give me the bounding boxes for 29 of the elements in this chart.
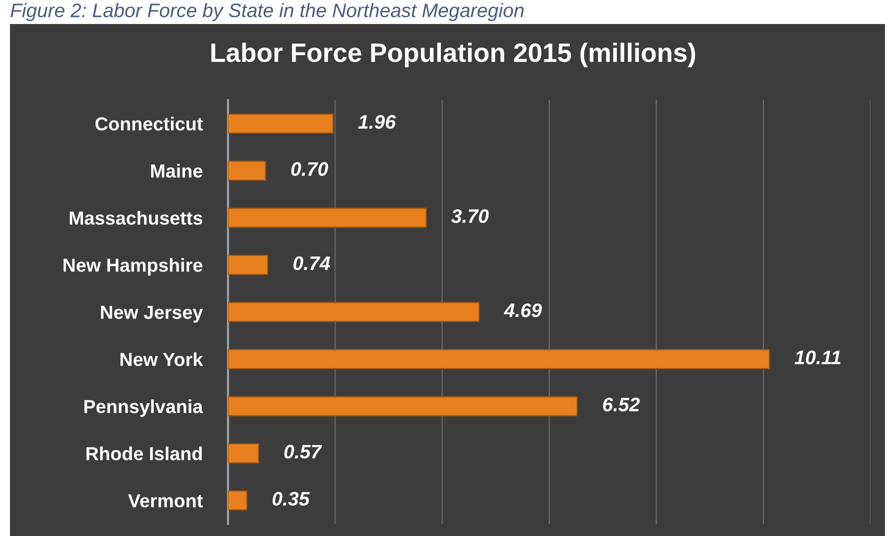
y-tick-label: Pennsylvania: [84, 399, 204, 417]
y-tick-label: Massachusetts: [70, 210, 202, 225]
bar: [228, 302, 480, 322]
data-label: 0.70: [291, 162, 328, 176]
bar: [228, 396, 578, 416]
bar: [228, 208, 427, 228]
data-label: 3.70: [451, 209, 489, 223]
bar: [228, 114, 334, 134]
bar: [228, 160, 266, 181]
y-tick-label: New Hampshire: [64, 258, 202, 276]
y-tick-label: New York: [120, 352, 204, 366]
y-tick-label: Connecticut: [95, 116, 203, 131]
data-label: 0.35: [272, 492, 310, 506]
bar: [228, 443, 260, 464]
data-label: 10.11: [794, 350, 840, 364]
y-tick-label: New Jersey: [101, 306, 203, 323]
y-tick-label: Vermont: [128, 494, 203, 508]
y-tick-label: Maine: [151, 164, 202, 178]
y-tick-label: Rhode Island: [86, 446, 202, 460]
bar: [228, 349, 770, 370]
data-label: 0.57: [284, 444, 322, 459]
bar: [228, 490, 248, 510]
caption: Figure 2: Labor Force by State in the Northeast Megaregion: [10, 3, 524, 22]
data-label: 6.52: [602, 398, 640, 412]
data-label: 0.74: [293, 256, 330, 270]
data-label: 1.96: [358, 115, 396, 129]
chart-title: Labor Force Population 2015 (millions): [211, 42, 696, 68]
bar: [228, 254, 268, 275]
data-label: 4.69: [504, 303, 542, 318]
